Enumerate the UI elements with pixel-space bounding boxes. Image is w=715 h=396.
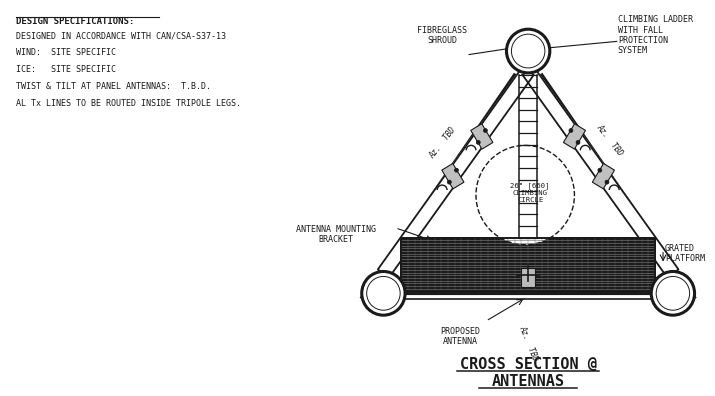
Text: ANTENNAS: ANTENNAS	[492, 374, 565, 389]
Circle shape	[511, 34, 545, 68]
Text: PROPOSED
ANTENNA: PROPOSED ANTENNA	[440, 327, 480, 346]
Text: WIND:  SITE SPECIFIC: WIND: SITE SPECIFIC	[16, 48, 116, 57]
Bar	[442, 164, 464, 189]
Circle shape	[476, 145, 574, 245]
Text: Az.  TBD: Az. TBD	[428, 125, 458, 160]
Text: CLIMBING LADDER
WITH FALL
PROTECTION
SYSTEM: CLIMBING LADDER WITH FALL PROTECTION SYS…	[618, 15, 693, 55]
Polygon shape	[523, 67, 679, 278]
Circle shape	[656, 276, 690, 310]
Circle shape	[605, 180, 609, 184]
Circle shape	[569, 128, 573, 133]
Bar	[401, 238, 655, 291]
Circle shape	[598, 168, 602, 172]
Circle shape	[506, 29, 550, 73]
Circle shape	[448, 180, 451, 184]
Circle shape	[483, 128, 488, 133]
Text: Az.  TBD: Az. TBD	[518, 324, 540, 362]
Bar	[521, 268, 535, 287]
Text: TWIST & TILT AT PANEL ANTENNAS:  T.B.D.: TWIST & TILT AT PANEL ANTENNAS: T.B.D.	[16, 82, 211, 91]
Bar	[470, 124, 493, 149]
Text: Az.  TBD: Az. TBD	[595, 123, 625, 158]
Circle shape	[651, 272, 694, 315]
Bar	[592, 164, 614, 189]
Circle shape	[476, 141, 480, 145]
Circle shape	[367, 276, 400, 310]
Circle shape	[576, 141, 580, 145]
Text: DESIGNED IN ACCORDANCE WITH CAN/CSA-S37-13: DESIGNED IN ACCORDANCE WITH CAN/CSA-S37-…	[16, 31, 226, 40]
Text: CROSS SECTION @: CROSS SECTION @	[460, 357, 596, 372]
Circle shape	[362, 272, 405, 315]
Text: AL Tx LINES TO BE ROUTED INSIDE TRIPOLE LEGS.: AL Tx LINES TO BE ROUTED INSIDE TRIPOLE …	[16, 99, 241, 108]
Polygon shape	[378, 67, 534, 278]
Text: ICE:   SITE SPECIFIC: ICE: SITE SPECIFIC	[16, 65, 116, 74]
Text: DESIGN SPECIFICATIONS:: DESIGN SPECIFICATIONS:	[16, 17, 134, 26]
Text: GRATED
PLATFORM: GRATED PLATFORM	[665, 244, 705, 263]
Bar	[563, 124, 586, 149]
Bar	[401, 238, 655, 291]
Text: FIBREGLASS
SHROUD: FIBREGLASS SHROUD	[418, 26, 468, 45]
Circle shape	[455, 168, 458, 172]
Text: ANTENNA MOUNTING
BRACKET: ANTENNA MOUNTING BRACKET	[296, 225, 376, 244]
Text: 26" [660]
CLIMBING
CIRCLE: 26" [660] CLIMBING CIRCLE	[511, 183, 550, 204]
